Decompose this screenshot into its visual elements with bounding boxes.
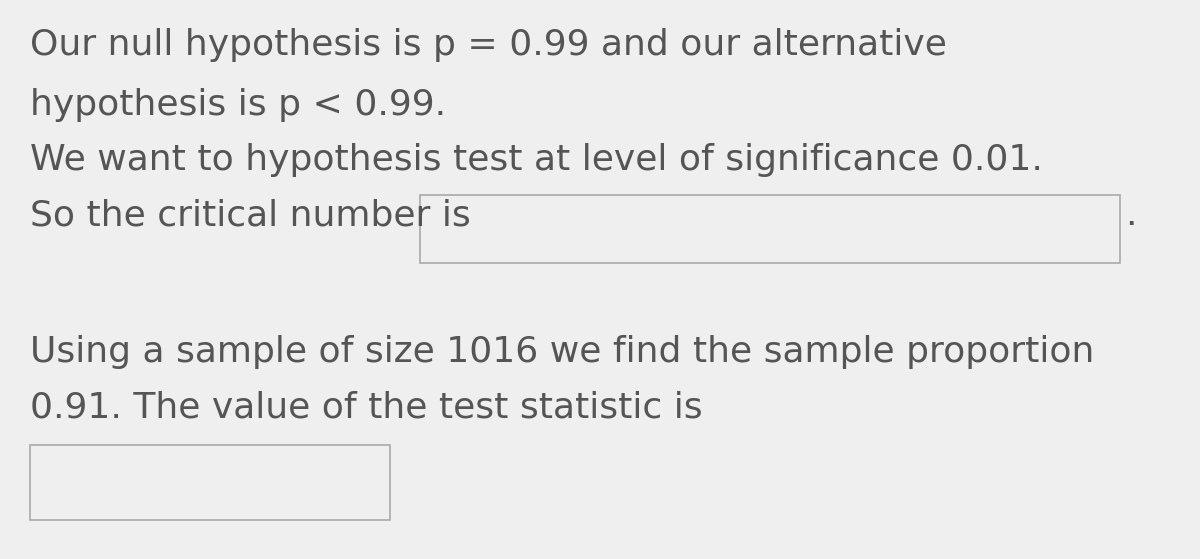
Text: Our null hypothesis is p = 0.99 and our alternative: Our null hypothesis is p = 0.99 and our … (30, 28, 947, 62)
Text: So the critical number is: So the critical number is (30, 198, 470, 232)
Bar (30, 445, 390, 520)
Text: hypothesis is p < 0.99.: hypothesis is p < 0.99. (30, 88, 446, 122)
Text: .: . (1126, 198, 1136, 232)
Text: Using a sample of size 1016 we find the sample proportion: Using a sample of size 1016 we find the … (30, 335, 1094, 369)
Bar (420, 195, 1120, 263)
Text: 0.91. The value of the test statistic is: 0.91. The value of the test statistic is (30, 390, 703, 424)
Text: We want to hypothesis test at level of significance 0.01.: We want to hypothesis test at level of s… (30, 143, 1043, 177)
